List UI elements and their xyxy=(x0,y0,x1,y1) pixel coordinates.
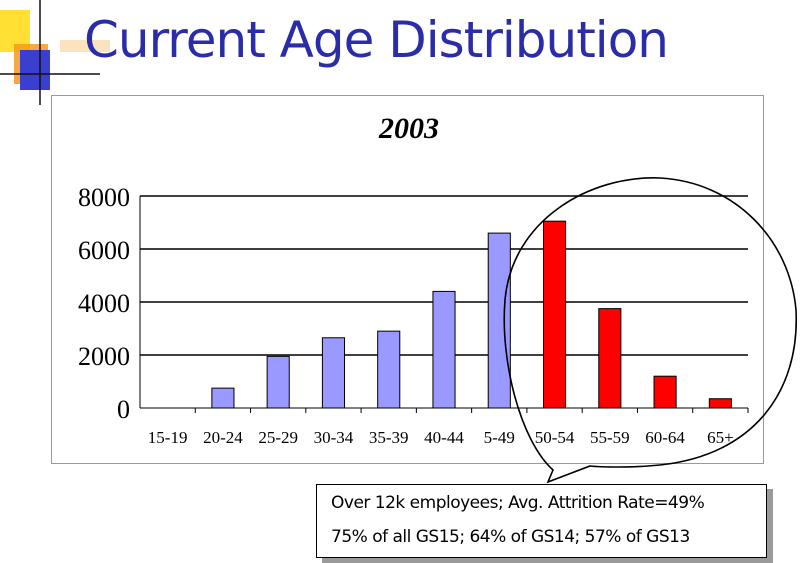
bar-60-64 xyxy=(653,375,677,409)
slide-title: Current Age Distribution xyxy=(84,11,669,69)
bar-55-59 xyxy=(598,308,622,409)
slide-corner-decoration xyxy=(0,0,110,105)
x-tick-label: 60-64 xyxy=(645,428,685,447)
bar-40-44 xyxy=(432,290,456,409)
bar-50-54 xyxy=(542,220,567,409)
callout-box: Over 12k employees; Avg. Attrition Rate=… xyxy=(316,484,767,558)
callout-text-gs-percentages: 75% of all GS15; 64% of GS14; 57% of GS1… xyxy=(331,527,690,547)
x-tick-label: 50-54 xyxy=(535,428,575,447)
bar-25-29 xyxy=(266,355,290,409)
x-tick-label: 5-49 xyxy=(484,428,515,447)
callout-text-employees: Over 12k employees; Avg. Attrition Rate=… xyxy=(331,493,705,513)
y-tick-label: 6000 xyxy=(78,236,130,265)
bar-5-49 xyxy=(487,232,511,409)
x-tick-label: 25-29 xyxy=(258,428,298,447)
x-tick-label: 30-34 xyxy=(314,428,354,447)
bar-20-24 xyxy=(211,387,235,409)
y-tick-label: 8000 xyxy=(78,183,130,212)
y-tick-label: 2000 xyxy=(78,342,130,371)
x-tick-label: 15-19 xyxy=(148,428,188,447)
x-tick-label: 35-39 xyxy=(369,428,409,447)
bar-65+ xyxy=(708,398,732,409)
x-tick-label: 55-59 xyxy=(590,428,630,447)
bar-30-34 xyxy=(321,337,346,409)
y-tick-label: 0 xyxy=(117,395,130,424)
chart-title: 2003 xyxy=(378,112,439,145)
x-tick-label: 40-44 xyxy=(424,428,464,447)
x-tick-label: 65+ xyxy=(707,428,734,447)
y-tick-label: 4000 xyxy=(78,289,130,318)
x-tick-label: 20-24 xyxy=(203,428,243,447)
bar-35-39 xyxy=(377,330,401,409)
